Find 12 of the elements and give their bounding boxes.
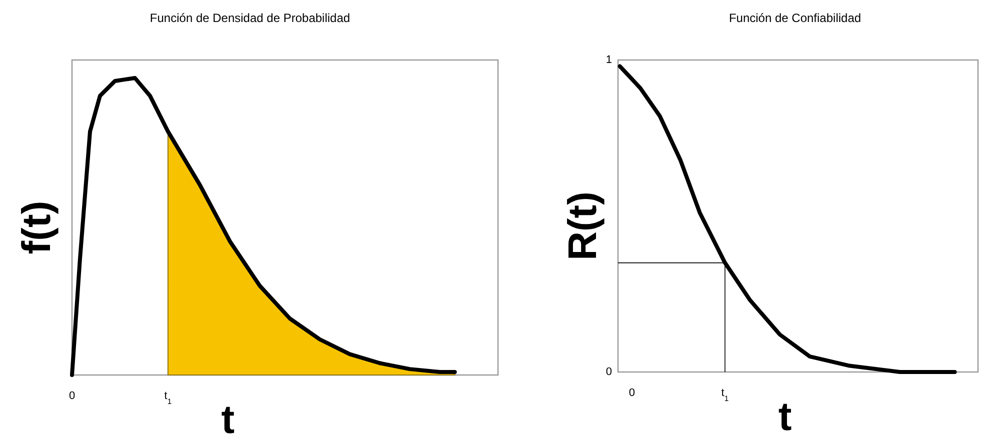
x-axis-title: t [221,398,235,442]
x-tick-label: t$_{1}$ [721,387,729,402]
x-tick-label: 0 [68,390,76,402]
x-tick-label: 0 [628,387,636,399]
x-axis-title: t [778,395,792,439]
chart-title: Función de Densidad de Probabilidad [150,11,350,25]
chart-title: Función de Confiabilidad [728,11,862,25]
x-tick-label: t$_{1}$ [164,390,172,406]
y-axis-title: R(t) [561,192,605,260]
y-axis-title: f(t) [15,200,59,254]
y-tick-label: 1 [606,54,612,66]
line-series [618,64,957,374]
